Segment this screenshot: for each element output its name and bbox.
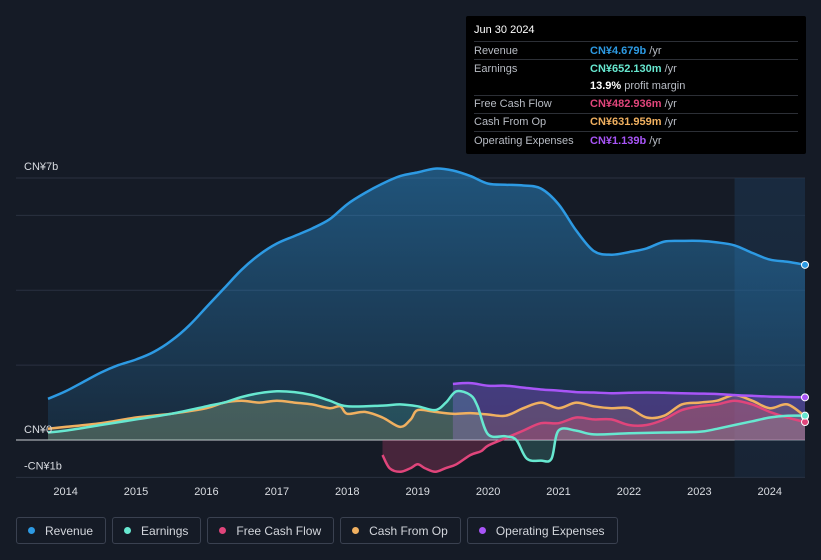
tooltip-label: Cash From Op (474, 116, 547, 129)
tooltip-value: CN¥631.959m (590, 116, 662, 129)
legend-label: Earnings (141, 523, 189, 538)
x-tick-label: 2018 (335, 486, 359, 498)
x-tick-label: 2016 (194, 486, 218, 498)
tooltip-label: Earnings (474, 62, 518, 75)
tooltip-value: CN¥482.936m (590, 98, 662, 111)
operating-expenses-area (452, 383, 805, 440)
x-axis-ticks: 2014 2015 2016 2017 2018 2019 2020 2021 2022 2023… (53, 486, 782, 498)
earnings-endpoint (801, 411, 809, 420)
revenue-area (48, 168, 805, 440)
tooltip-label: Operating Expenses (474, 134, 574, 147)
y-tick-label: CN¥7b (24, 161, 58, 173)
cash-from-op-line (47, 393, 806, 431)
revenue-line (47, 167, 806, 400)
tooltip-row: Free Cash Flow CN¥482.936m/yr (474, 94, 798, 113)
free-cash-flow-line (381, 399, 806, 474)
series-lines (47, 167, 806, 474)
legend-label: Free Cash Flow (236, 523, 322, 538)
tooltip-row: Earnings CN¥652.130m/yr (474, 59, 798, 77)
x-tick-label: 2017 (265, 486, 289, 498)
legend-label: Revenue (45, 523, 94, 538)
series-areas (48, 168, 805, 472)
free-cash-flow-area (382, 400, 805, 472)
x-tick-label: 2019 (405, 486, 429, 498)
legend-item-revenue[interactable]: Revenue (16, 517, 107, 544)
tooltip-unit: profit margin (624, 79, 686, 92)
operating-expenses-line (452, 381, 806, 399)
x-tick-label: 2020 (476, 486, 500, 498)
legend-label: Operating Expenses (495, 523, 605, 538)
revenue-endpoint (801, 260, 809, 269)
legend-dot-icon (478, 527, 486, 534)
legend-item-earnings[interactable]: Earnings (112, 517, 202, 544)
tooltip-row: Operating Expenses CN¥1.139b/yr (474, 130, 798, 149)
earnings-area (48, 390, 805, 462)
operating-expenses-endpoint (801, 393, 809, 402)
x-tick-label: 2015 (124, 486, 148, 498)
x-tick-label: 2022 (617, 486, 641, 498)
y-tick-label: -CN¥1b (24, 460, 62, 472)
tooltip-date: Jun 30 2024 (474, 24, 535, 36)
tooltip-label: Revenue (474, 44, 519, 57)
tooltip-value: CN¥1.139b (590, 134, 647, 147)
legend-item-operating-expenses[interactable]: Operating Expenses (466, 517, 618, 544)
tooltip-row: 13.9% profit margin (474, 77, 798, 94)
tooltip-value: CN¥652.130m (590, 62, 662, 75)
tooltip-unit: /yr (649, 134, 662, 147)
legend-dot-icon (28, 527, 35, 534)
tooltip-value: CN¥4.679b (590, 44, 647, 57)
tooltip-unit: /yr (664, 98, 677, 111)
series-endpoints (801, 260, 809, 427)
y-axis-ticks: CN¥7b CN¥0 -CN¥1b (24, 161, 62, 472)
tooltip-value: 13.9% (590, 79, 622, 92)
earnings-line (47, 389, 806, 463)
legend-label: Cash From Op (369, 523, 448, 538)
legend-dot-icon (219, 527, 227, 534)
x-tick-label: 2021 (546, 486, 570, 498)
x-tick-label: 2024 (758, 486, 782, 498)
tooltip-label: Free Cash Flow (474, 98, 552, 111)
tooltip-row: Revenue CN¥4.679b/yr (474, 41, 798, 59)
legend-item-cash-from-op[interactable]: Cash From Op (340, 517, 461, 544)
legend-dot-icon (352, 527, 360, 534)
y-tick-label: CN¥0 (24, 424, 52, 436)
tooltip-unit: /yr (649, 44, 662, 57)
chart-legend: Revenue Earnings Free Cash Flow Cash From O… (16, 517, 618, 544)
x-tick-label: 2023 (687, 486, 711, 498)
tooltip-row: Cash From Op CN¥631.959m/yr (474, 112, 798, 131)
legend-dot-icon (124, 527, 132, 534)
x-tick-label: 2014 (53, 486, 77, 498)
tooltip-unit: /yr (664, 116, 677, 129)
cash-from-op-area (48, 395, 805, 440)
tooltip-unit: /yr (664, 62, 677, 75)
legend-item-free-cash-flow[interactable]: Free Cash Flow (207, 517, 335, 544)
data-tooltip: Jun 30 2024 Revenue CN¥4.679b/yr Earnings C… (466, 16, 806, 154)
